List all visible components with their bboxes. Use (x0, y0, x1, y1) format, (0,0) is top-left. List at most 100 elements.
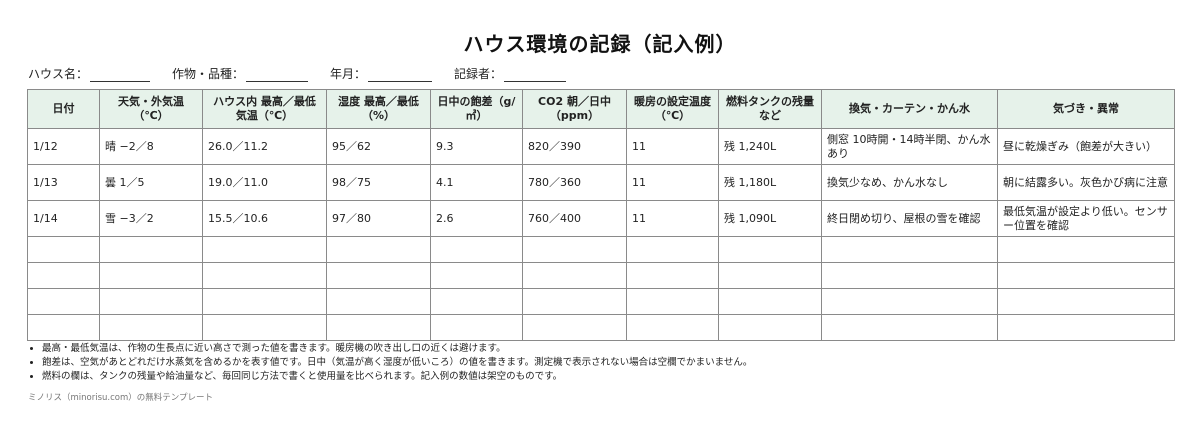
table-row-empty (27, 314, 1175, 341)
table-cell-blank[interactable] (430, 262, 523, 289)
meta-fields: ハウス名： 作物・品種： 年月： 記録者： (28, 65, 567, 82)
table-cell: 19.0／11.0 (202, 164, 327, 201)
meta-field-blank[interactable] (246, 69, 309, 82)
table-cell-blank[interactable] (99, 236, 203, 263)
table-cell: 95／62 (326, 128, 431, 165)
table-cell: 1/14 (27, 200, 100, 237)
meta-field-label: 作物・品種： (172, 67, 245, 81)
table-cell: 98／75 (326, 164, 431, 201)
table-cell-blank[interactable] (626, 262, 719, 289)
table-cell: 残 1,240L (718, 128, 822, 165)
table-cell-blank[interactable] (202, 314, 327, 341)
table-cell-blank[interactable] (997, 314, 1175, 341)
table-cell: 26.0／11.2 (202, 128, 327, 165)
table-cell-blank[interactable] (326, 236, 431, 263)
column-header: 日付 (27, 89, 100, 129)
table-cell: 残 1,180L (718, 164, 822, 201)
table-cell: 最低気温が設定より低い。センサー位置を確認 (997, 200, 1175, 237)
table-cell-blank[interactable] (997, 236, 1175, 263)
table-cell: 15.5／10.6 (202, 200, 327, 237)
column-header: 燃料タンクの残量など (718, 89, 822, 129)
column-header: 湿度 最高／最低（%） (326, 89, 431, 129)
table-cell-blank[interactable] (718, 262, 822, 289)
notes-list: 最高・最低気温は、作物の生長点に近い高さで測った値を書きます。暖房機の吹き出し口… (28, 342, 752, 384)
table-cell-blank[interactable] (821, 288, 998, 315)
table-cell-blank[interactable] (997, 288, 1175, 315)
table-cell-blank[interactable] (626, 236, 719, 263)
table-cell: 側窓 10時開・14時半閉、かん水あり (821, 128, 998, 165)
table-cell-blank[interactable] (27, 314, 100, 341)
column-header: ハウス内 最高／最低気温（℃） (202, 89, 327, 129)
meta-field-label: ハウス名： (28, 67, 89, 81)
table-cell-blank[interactable] (202, 288, 327, 315)
meta-field-blank[interactable] (90, 69, 151, 82)
table-cell-blank[interactable] (821, 314, 998, 341)
column-header: 換気・カーテン・かん水 (821, 89, 998, 129)
table-cell: 9.3 (430, 128, 523, 165)
table-cell-blank[interactable] (27, 236, 100, 263)
table-row-empty (27, 236, 1175, 263)
table-cell: 11 (626, 128, 719, 165)
meta-field: 年月： (330, 65, 433, 82)
table-cell-blank[interactable] (202, 236, 327, 263)
table-cell: 1/13 (27, 164, 100, 201)
table-cell: 820／390 (522, 128, 627, 165)
table-cell: 780／360 (522, 164, 627, 201)
table-header-row: 日付 天気・外気温（℃） ハウス内 最高／最低気温（℃） 湿度 最高／最低（%） 日中の… (27, 89, 1175, 129)
table-cell: 終日閉め切り、屋根の雪を確認 (821, 200, 998, 237)
table-cell-blank[interactable] (626, 288, 719, 315)
meta-field: 記録者： (454, 65, 567, 82)
table-cell-blank[interactable] (99, 288, 203, 315)
table-cell-blank[interactable] (522, 262, 627, 289)
note-item: 飽差は、空気があとどれだけ水蒸気を含めるかを表す値です。日中（気温が高く湿度が低… (42, 356, 752, 370)
table-cell-blank[interactable] (27, 262, 100, 289)
column-header: 日中の飽差（g/㎥） (430, 89, 523, 129)
table-cell-blank[interactable] (997, 262, 1175, 289)
table-cell-blank[interactable] (326, 262, 431, 289)
table-cell: 曇 1／5 (99, 164, 203, 201)
column-header: 気づき・異常 (997, 89, 1175, 129)
meta-field-label: 記録者： (454, 67, 503, 81)
meta-field: 作物・品種： (172, 65, 309, 82)
table-cell-blank[interactable] (718, 236, 822, 263)
table-cell-blank[interactable] (430, 314, 523, 341)
table-cell: 11 (626, 200, 719, 237)
table-cell: 2.6 (430, 200, 523, 237)
table-row-empty (27, 288, 1175, 315)
table-cell-blank[interactable] (718, 314, 822, 341)
table-cell-blank[interactable] (522, 236, 627, 263)
table-cell-blank[interactable] (99, 262, 203, 289)
table-cell-blank[interactable] (326, 314, 431, 341)
column-header: 暖房の設定温度（℃） (626, 89, 719, 129)
table-cell-blank[interactable] (326, 288, 431, 315)
page-title: ハウス環境の記録（記入例） (463, 32, 737, 56)
table-cell-blank[interactable] (821, 236, 998, 263)
record-table: 日付 天気・外気温（℃） ハウス内 最高／最低気温（℃） 湿度 最高／最低（%） 日中の… (27, 89, 1175, 341)
table-cell-blank[interactable] (821, 262, 998, 289)
footer-credit: ミノリス（minorisu.com）の無料テンプレート (28, 393, 214, 403)
table-cell-blank[interactable] (626, 314, 719, 341)
meta-field-blank[interactable] (504, 69, 567, 82)
table-cell: 11 (626, 164, 719, 201)
table-cell: 残 1,090L (718, 200, 822, 237)
table-cell-blank[interactable] (430, 288, 523, 315)
table-cell: 97／80 (326, 200, 431, 237)
table-cell-blank[interactable] (430, 236, 523, 263)
table-cell-blank[interactable] (522, 288, 627, 315)
table-body: 1/12 晴 −2／8 26.0／11.2 95／62 9.3 820／390 11 残 1,… (27, 128, 1175, 341)
table-cell-blank[interactable] (202, 262, 327, 289)
note-item: 最高・最低気温は、作物の生長点に近い高さで測った値を書きます。暖房機の吹き出し口… (42, 342, 752, 356)
table-cell: 1/12 (27, 128, 100, 165)
note-item: 燃料の欄は、タンクの残量や給油量など、毎回同じ方法で書くと使用量を比べられます。… (42, 370, 752, 384)
meta-field: ハウス名： (28, 65, 151, 82)
column-header: 天気・外気温（℃） (99, 89, 203, 129)
table-cell-blank[interactable] (99, 314, 203, 341)
meta-field-label: 年月： (330, 67, 367, 81)
table-cell: 昼に乾燥ぎみ（飽差が大きい） (997, 128, 1175, 165)
table-cell-blank[interactable] (522, 314, 627, 341)
table-cell: 760／400 (522, 200, 627, 237)
table-cell-blank[interactable] (27, 288, 100, 315)
meta-field-blank[interactable] (368, 69, 433, 82)
table-cell-blank[interactable] (718, 288, 822, 315)
table-cell: 晴 −2／8 (99, 128, 203, 165)
